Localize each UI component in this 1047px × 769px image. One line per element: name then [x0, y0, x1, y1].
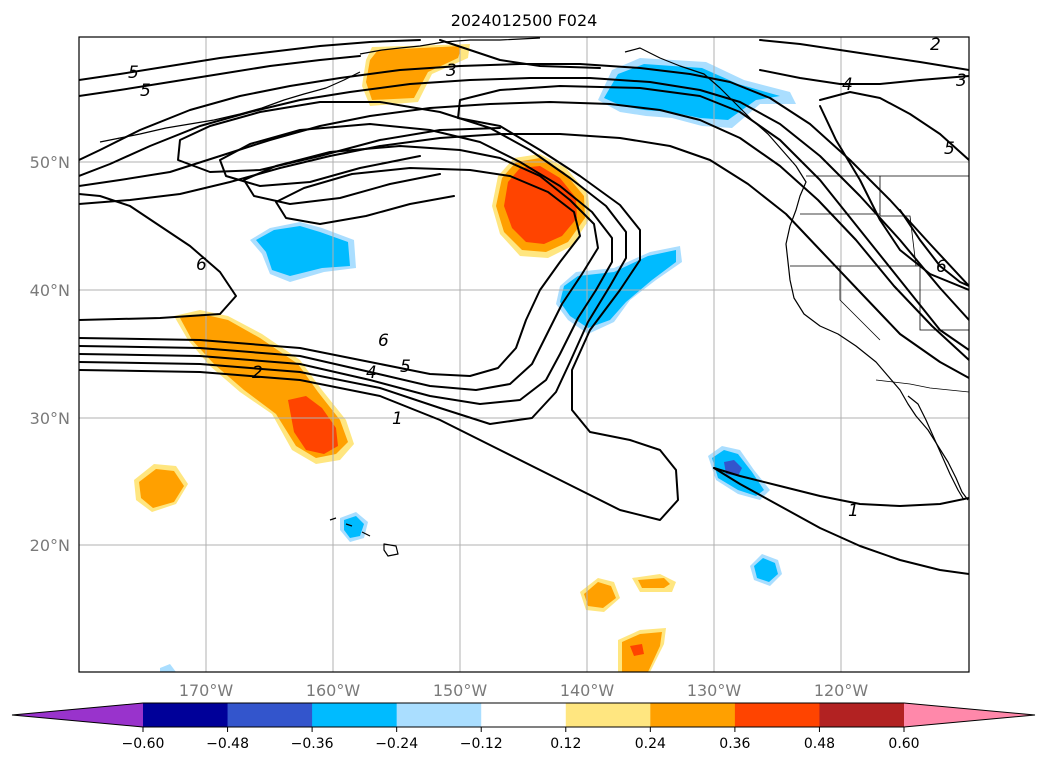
contour-3 — [79, 123, 613, 405]
contour-label: 4 — [842, 75, 853, 95]
contour-label: 1 — [392, 409, 403, 429]
colorbar-tick-label: −0.24 — [375, 736, 418, 752]
map-frame — [78, 36, 970, 673]
colorbar-segment — [396, 703, 482, 727]
map-title: 2024012500 F024 — [451, 11, 598, 30]
contour-label: 2 — [930, 35, 941, 55]
contour-15 — [819, 91, 969, 161]
contour-17 — [899, 209, 969, 287]
contour-label: 5 — [140, 81, 151, 101]
colorbar-tick-label: 0.60 — [888, 736, 919, 752]
contour-12 — [439, 39, 601, 69]
contour-label: 5 — [128, 63, 139, 83]
colorbar-tick-label: 0.48 — [804, 736, 835, 752]
contour-19 — [713, 467, 969, 575]
contour-16 — [819, 105, 969, 291]
lon-label: 140°W — [560, 681, 615, 700]
contour-label: 5 — [944, 139, 955, 159]
negative-patch-central-core — [560, 250, 676, 328]
contour-label: 3 — [446, 61, 457, 81]
contour-label: 2 — [252, 363, 263, 383]
positive-patch-small-1-core — [139, 469, 184, 508]
contour-8 — [79, 101, 969, 361]
colorbar-segment — [227, 703, 313, 727]
contour-label: 4 — [366, 363, 377, 383]
colorbar: −0.60 −0.48 −0.36 −0.24 −0.12 0.12 0.24 0.36 0.4… — [11, 702, 1036, 752]
colorbar-tick-label: −0.12 — [460, 736, 503, 752]
lon-label: 150°W — [433, 681, 488, 700]
lat-label: 40°N — [30, 281, 70, 300]
contour-label: 3 — [956, 71, 967, 91]
lon-label: 120°W — [814, 681, 869, 700]
map-panel: 5 5 3 2 3 4 5 6 6 4 5 2 1 1 6 — [78, 35, 970, 673]
lon-label: 160°W — [306, 681, 361, 700]
colorbar-segment — [734, 703, 820, 727]
colorbar-tick-label: −0.48 — [206, 736, 249, 752]
contour-18 — [713, 467, 969, 507]
political-borders — [790, 175, 969, 393]
colorbar-segment — [481, 703, 567, 727]
contour-label: 6 — [196, 255, 207, 275]
contour-4 — [79, 145, 599, 391]
colorbar-tick-label: 0.24 — [635, 736, 666, 752]
alaska-coast — [359, 37, 541, 55]
contour-13 — [759, 39, 969, 71]
colorbar-extend-min — [12, 703, 143, 727]
contour-9 — [79, 133, 969, 379]
colorbar-extend-max — [904, 703, 1035, 727]
hawaii-islands — [329, 517, 399, 557]
contour-14 — [759, 69, 969, 85]
lat-label: 30°N — [30, 409, 70, 428]
colorbar-segment — [650, 703, 736, 727]
lon-label: 170°W — [179, 681, 234, 700]
graticule — [79, 37, 969, 672]
latitude-labels: 50°N 40°N 30°N 20°N — [30, 153, 70, 555]
contour-labels: 5 5 3 2 3 4 5 6 6 4 5 2 1 1 6 — [128, 35, 967, 521]
contour-label: 6 — [378, 331, 389, 351]
colorbar-tick-label: 0.36 — [719, 736, 750, 752]
colorbar-segment — [819, 703, 905, 727]
negative-patch-bc-core — [604, 64, 780, 120]
longitude-labels: 170°W 160°W 150°W 140°W 130°W 120°W — [179, 681, 869, 700]
positive-patch-south-2-core — [638, 578, 670, 588]
colorbar-tick-label: −0.36 — [291, 736, 334, 752]
contour-11 — [79, 55, 361, 97]
lat-label: 20°N — [30, 536, 70, 555]
contour-7 — [79, 77, 969, 321]
contour-5 — [79, 167, 581, 377]
positive-patch-south-1-core — [584, 582, 616, 608]
contour-label: 1 — [848, 501, 859, 521]
negative-patch-west-core — [256, 226, 350, 276]
lon-label: 130°W — [687, 681, 742, 700]
contour-2 — [79, 101, 627, 425]
north-america-coast — [624, 47, 969, 501]
contours — [79, 39, 969, 575]
colorbar-segment — [143, 703, 229, 727]
negative-patch-bottom — [160, 664, 176, 672]
contour-1 — [79, 85, 969, 521]
lat-label: 50°N — [30, 153, 70, 172]
contour-label: 6 — [936, 257, 947, 277]
colorbar-tick-label: −0.60 — [122, 736, 165, 752]
baja-coast — [907, 395, 965, 501]
negative-patch-hawaii-core — [344, 516, 364, 538]
positive-patch-southwest-red — [288, 396, 338, 454]
contour-10 — [79, 39, 421, 81]
colorbar-tick-label: 0.12 — [550, 736, 581, 752]
colorbar-segment — [565, 703, 651, 727]
negative-patch-small-east-core — [754, 558, 778, 582]
contour-label: 5 — [400, 357, 411, 377]
positive-patch-south-3-red — [630, 644, 644, 656]
colorbar-segment — [312, 703, 398, 727]
